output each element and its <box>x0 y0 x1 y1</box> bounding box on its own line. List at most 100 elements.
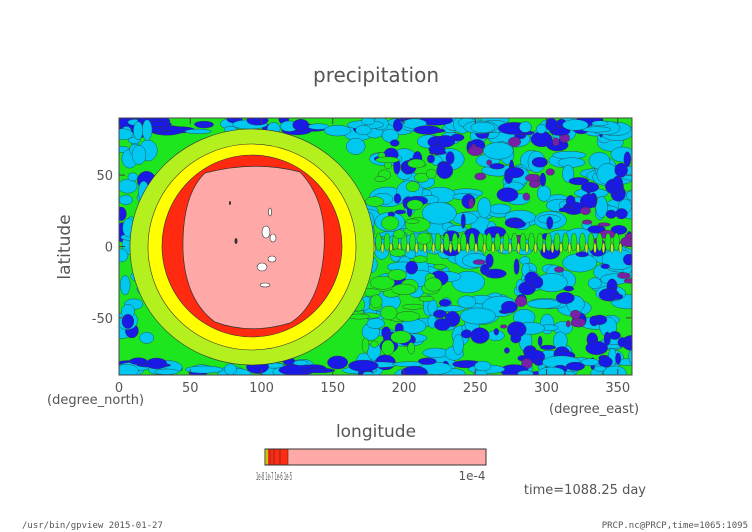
contour-blob <box>608 331 621 340</box>
contour-blob <box>292 119 310 131</box>
contour-blob <box>433 264 447 270</box>
contour-blob <box>477 197 492 219</box>
contour-blob <box>502 232 510 252</box>
contour-blob <box>472 259 486 265</box>
contour-blob <box>598 356 613 368</box>
contour-blob <box>586 188 592 195</box>
contour-blob <box>568 177 589 186</box>
contour-blob <box>460 213 466 229</box>
contour-blob <box>531 157 548 168</box>
contour-blob <box>501 300 518 314</box>
contour-blob <box>127 172 138 182</box>
contour-blob <box>119 194 133 205</box>
y-axis: -50 0 50 <box>92 169 632 327</box>
contour-blob <box>565 361 585 371</box>
x-axis-label: longitude <box>336 422 416 442</box>
contour-blob <box>374 176 387 182</box>
colorbar-swatch-level-7 <box>268 449 288 465</box>
x-axis: 0 50 100 150 200 250 300 350 <box>115 118 630 396</box>
chart-title: precipitation <box>313 63 439 87</box>
contour-blob <box>438 299 452 307</box>
contour-blob <box>600 263 610 269</box>
contour-blob <box>610 293 624 300</box>
contour-blob <box>434 318 451 331</box>
contour-blob <box>493 328 499 336</box>
contour-blob <box>139 331 154 344</box>
contour-blob <box>141 119 153 141</box>
contour-blob <box>617 272 631 279</box>
contour-blob <box>565 320 571 328</box>
contour-blob <box>514 295 528 307</box>
contour-blob <box>409 232 416 252</box>
contour-blob <box>324 124 352 137</box>
contour-blob <box>448 242 453 254</box>
contour-blob <box>593 242 597 254</box>
contour-blob <box>474 242 478 254</box>
contour-blob <box>459 307 496 325</box>
x-tick-label: 250 <box>463 381 488 396</box>
contour-blob <box>465 242 470 254</box>
x-tick-label: 350 <box>605 381 630 396</box>
contour-blob <box>418 357 437 365</box>
contour-blob <box>555 292 575 304</box>
contour-blob <box>402 303 424 310</box>
x-tick-label: 300 <box>534 381 559 396</box>
colorbar-swatch-level-6 <box>265 449 268 465</box>
contour-blob <box>596 232 603 252</box>
contour-blob <box>154 368 179 375</box>
x-tick-label: 50 <box>182 381 199 396</box>
contour-blob <box>601 242 606 254</box>
contour-blob <box>427 154 435 164</box>
contour-blob <box>542 242 546 254</box>
contour-blob <box>563 285 574 292</box>
contour-blob <box>525 242 529 254</box>
contour-blob <box>428 144 446 154</box>
contour-blob <box>348 359 379 372</box>
contour-blob <box>451 232 459 252</box>
contour-blob <box>581 219 593 225</box>
contour-blob <box>470 122 496 134</box>
contour-blob <box>407 342 415 355</box>
small-holes <box>229 201 277 288</box>
contour-blob <box>575 251 589 258</box>
contour-blob <box>533 242 538 254</box>
contour-blob <box>537 366 565 375</box>
contour-blob <box>533 359 544 366</box>
contour-blob <box>394 209 406 215</box>
contour-blob <box>380 305 398 321</box>
contour-blob <box>617 337 627 348</box>
contour-blob <box>628 346 632 365</box>
contour-blob <box>380 242 385 254</box>
contour-blob <box>567 242 572 254</box>
contour-blob <box>615 352 622 365</box>
contour-blob <box>504 167 525 179</box>
contour-blob <box>562 119 589 131</box>
contour-blob <box>531 276 544 289</box>
contour-blob <box>355 125 372 136</box>
contour-blob <box>553 232 561 252</box>
contour-blob <box>457 242 461 254</box>
contour-blob <box>489 163 505 170</box>
contour-blob <box>494 232 501 252</box>
contour-blob <box>584 242 589 254</box>
x-tick-label: 100 <box>249 381 274 396</box>
contour-blob <box>424 277 443 292</box>
colorbar-frame <box>264 448 487 466</box>
contour-blob <box>431 242 436 254</box>
contour-blob <box>460 232 467 252</box>
contour-blob <box>513 258 520 275</box>
contour-blob <box>474 360 492 372</box>
contour-blob <box>129 357 148 365</box>
contour-blob <box>413 125 442 135</box>
contour-blob <box>554 266 565 273</box>
contour-blob <box>499 242 504 254</box>
contour-blob <box>558 207 576 213</box>
contour-blob <box>412 255 428 263</box>
contour-blob <box>618 242 623 254</box>
contour-blob <box>474 172 487 181</box>
contour-blob <box>485 232 493 252</box>
contour-blob <box>626 190 632 201</box>
contour-blob <box>612 175 623 191</box>
contour-blob <box>546 216 554 230</box>
contour-blob <box>436 162 454 179</box>
